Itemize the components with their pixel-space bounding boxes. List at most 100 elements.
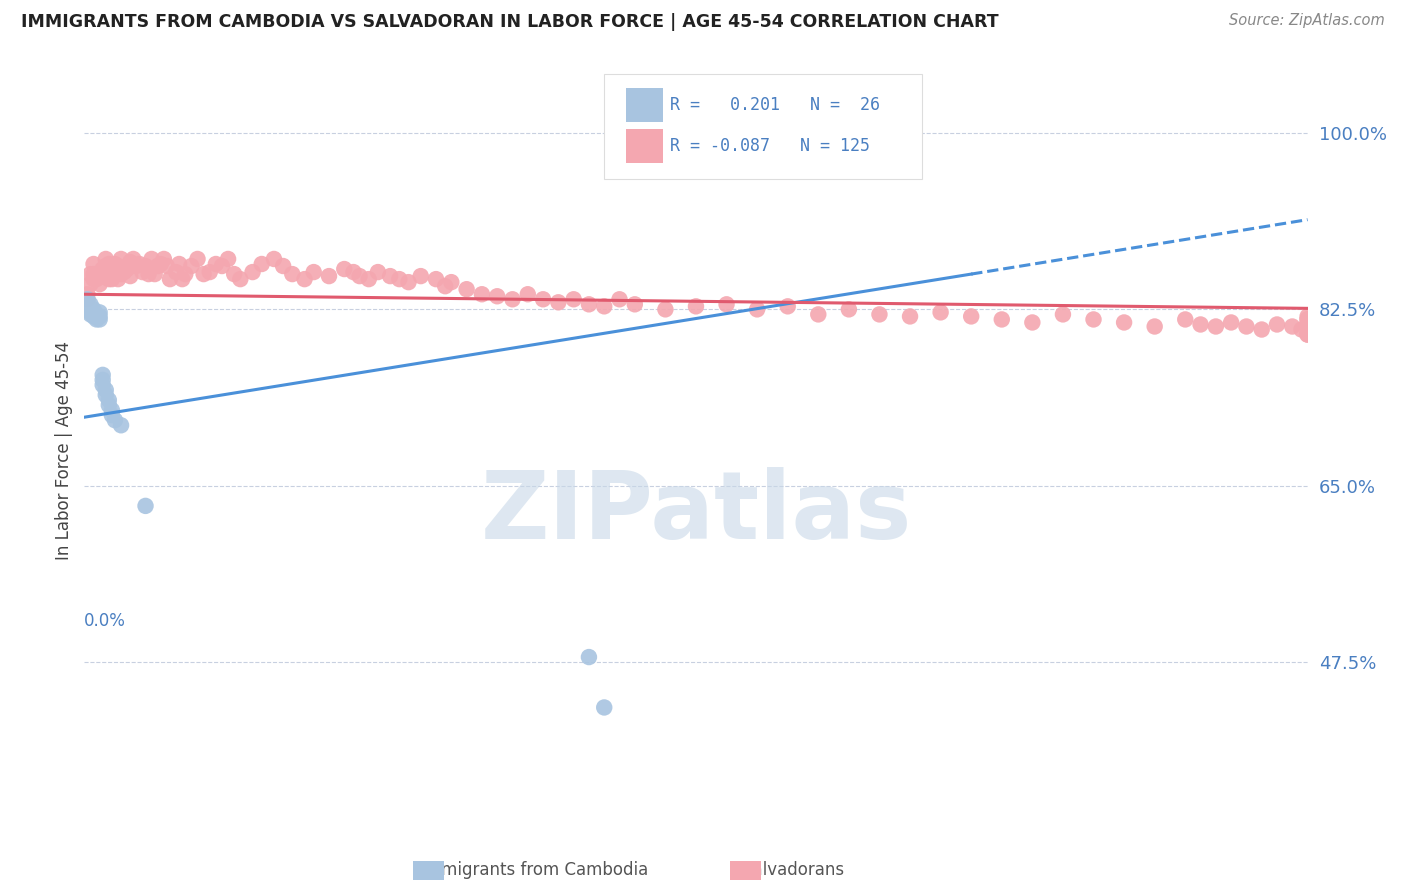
Point <box>138 267 160 281</box>
Point <box>76 293 98 307</box>
Point <box>94 388 117 402</box>
Point <box>685 299 707 313</box>
Point <box>86 267 108 281</box>
Point <box>76 293 98 307</box>
Point <box>1296 318 1319 332</box>
Text: IMMIGRANTS FROM CAMBODIA VS SALVADORAN IN LABOR FORCE | AGE 45-54 CORRELATION CH: IMMIGRANTS FROM CAMBODIA VS SALVADORAN I… <box>21 13 998 31</box>
Point <box>91 262 114 277</box>
Point <box>131 265 153 279</box>
Point <box>333 262 356 277</box>
Point <box>94 383 117 397</box>
Point <box>807 307 830 321</box>
Point <box>83 267 105 281</box>
Point <box>79 307 101 321</box>
Point <box>94 259 117 273</box>
Point <box>89 305 111 319</box>
Point <box>263 252 285 266</box>
Point <box>1174 312 1197 326</box>
Point <box>89 269 111 284</box>
Point <box>128 257 150 271</box>
Point <box>578 650 600 665</box>
Point <box>471 287 494 301</box>
Point <box>122 252 145 266</box>
Point <box>1052 307 1074 321</box>
Point <box>110 252 132 266</box>
Point <box>97 398 120 412</box>
Point <box>83 272 105 286</box>
Point <box>960 310 983 324</box>
Point <box>94 252 117 266</box>
Point <box>97 257 120 271</box>
Point <box>1296 319 1319 334</box>
Point <box>1265 318 1288 332</box>
Point <box>357 272 380 286</box>
Text: ZIPatlas: ZIPatlas <box>481 467 911 558</box>
Point <box>434 279 457 293</box>
Y-axis label: In Labor Force | Age 45-54: In Labor Force | Age 45-54 <box>55 341 73 560</box>
Point <box>107 259 129 273</box>
Text: 0.0%: 0.0% <box>84 612 127 630</box>
Point <box>242 265 264 279</box>
Point <box>1189 318 1212 332</box>
FancyBboxPatch shape <box>605 74 922 178</box>
Point <box>79 305 101 319</box>
Point <box>1296 310 1319 324</box>
Point <box>156 259 179 273</box>
Point <box>654 302 676 317</box>
Point <box>1296 318 1319 332</box>
Point <box>624 297 647 311</box>
Point <box>86 272 108 286</box>
Point <box>167 257 190 271</box>
Point <box>159 272 181 286</box>
Point <box>89 310 111 324</box>
Point <box>1296 322 1319 336</box>
Point <box>1236 319 1258 334</box>
Point <box>86 307 108 321</box>
Point <box>86 312 108 326</box>
Point <box>991 312 1014 326</box>
Point <box>91 373 114 387</box>
Point <box>609 293 631 307</box>
Point <box>91 368 114 382</box>
Point <box>186 252 208 266</box>
Point <box>112 265 135 279</box>
Point <box>1205 319 1227 334</box>
Point <box>562 293 585 307</box>
Point <box>388 272 411 286</box>
Point <box>593 299 616 313</box>
Point <box>281 267 304 281</box>
Point <box>486 289 509 303</box>
Point <box>349 269 371 284</box>
Point <box>1083 312 1105 326</box>
Point <box>398 275 420 289</box>
Point <box>94 267 117 281</box>
Point <box>101 408 124 422</box>
Point <box>409 269 432 284</box>
Point <box>1296 327 1319 342</box>
Point <box>211 259 233 273</box>
Point <box>174 267 197 281</box>
Point <box>224 267 246 281</box>
Point <box>76 287 98 301</box>
Point <box>440 275 463 289</box>
Point <box>380 269 402 284</box>
Point <box>91 378 114 392</box>
Point <box>929 305 952 319</box>
Point <box>198 265 221 279</box>
Point <box>898 310 921 324</box>
Point <box>101 403 124 417</box>
Point <box>1281 319 1303 334</box>
Point <box>89 312 111 326</box>
Point <box>250 257 273 271</box>
Point <box>302 265 325 279</box>
Point <box>456 282 478 296</box>
Point <box>217 252 239 266</box>
Point <box>104 265 127 279</box>
Point <box>79 277 101 292</box>
Point <box>205 257 228 271</box>
Point <box>172 272 194 286</box>
Point <box>120 269 142 284</box>
Point <box>716 297 738 311</box>
Point <box>547 295 569 310</box>
Point <box>120 255 142 269</box>
